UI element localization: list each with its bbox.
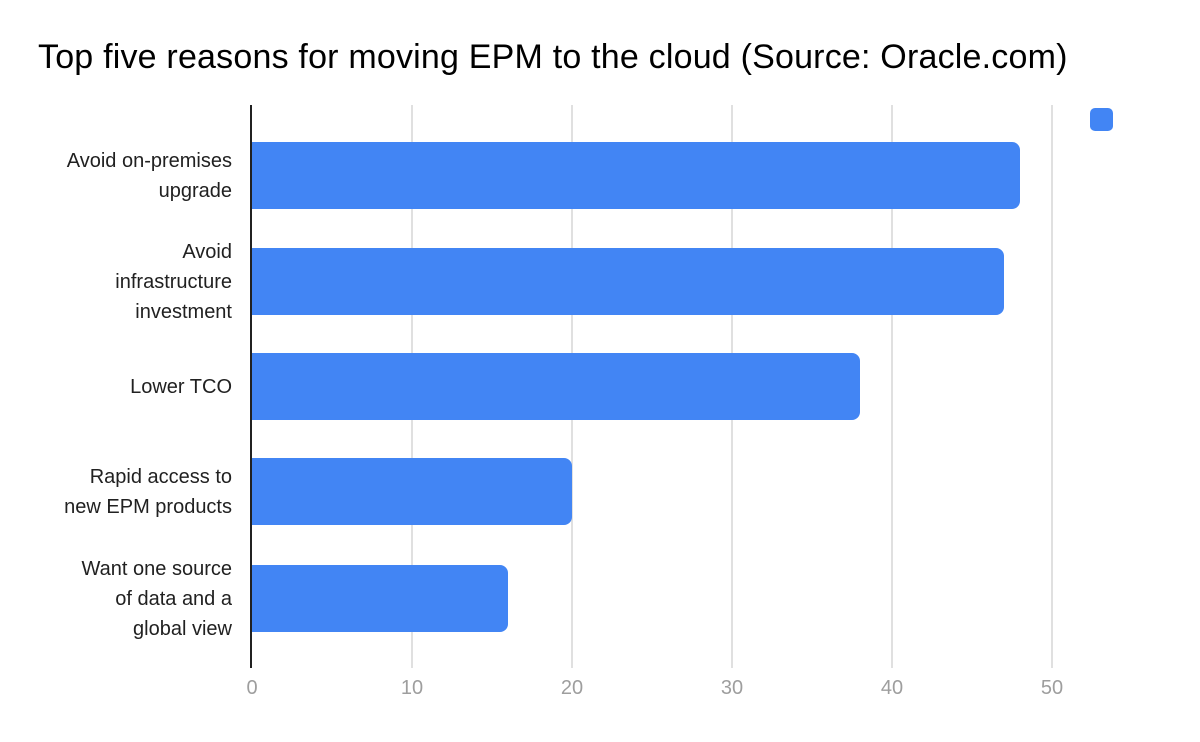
- x-tick-label-10: 10: [400, 677, 424, 699]
- bar-row-0[interactable]: [252, 142, 1020, 209]
- bar-row-1[interactable]: [252, 248, 1004, 315]
- legend[interactable]: [1090, 108, 1113, 131]
- y-axis-line: [250, 105, 252, 668]
- x-tick-label-40: 40: [880, 677, 904, 699]
- bar-row-3[interactable]: [252, 458, 572, 525]
- x-axis-tick-labels: 0 10 20 30 40 50: [246, 677, 1160, 703]
- category-labels: Avoid on-premises upgrade Avoid infrastru…: [0, 105, 242, 668]
- chart-title: Top five reasons for moving EPM to the c…: [38, 38, 1068, 76]
- gridline-50: [1051, 105, 1053, 668]
- x-tick-label-30: 30: [720, 677, 744, 699]
- plot-area: [250, 105, 1160, 668]
- category-label-1: Avoid infrastructure investment: [115, 240, 232, 323]
- category-label-4: Want one source of data and a global vie…: [81, 557, 232, 640]
- bar-row-2[interactable]: [252, 353, 860, 420]
- category-label-2: Lower TCO: [130, 375, 232, 398]
- category-label-0: Avoid on-premises upgrade: [66, 149, 232, 202]
- category-label-3: Rapid access to new EPM products: [64, 465, 232, 518]
- legend-swatch-icon[interactable]: [1090, 108, 1113, 131]
- x-tick-label-0: 0: [246, 677, 258, 699]
- x-tick-label-50: 50: [1040, 677, 1064, 699]
- bar-row-4[interactable]: [252, 565, 508, 632]
- x-tick-label-20: 20: [560, 677, 584, 699]
- gridline-40: [891, 105, 893, 668]
